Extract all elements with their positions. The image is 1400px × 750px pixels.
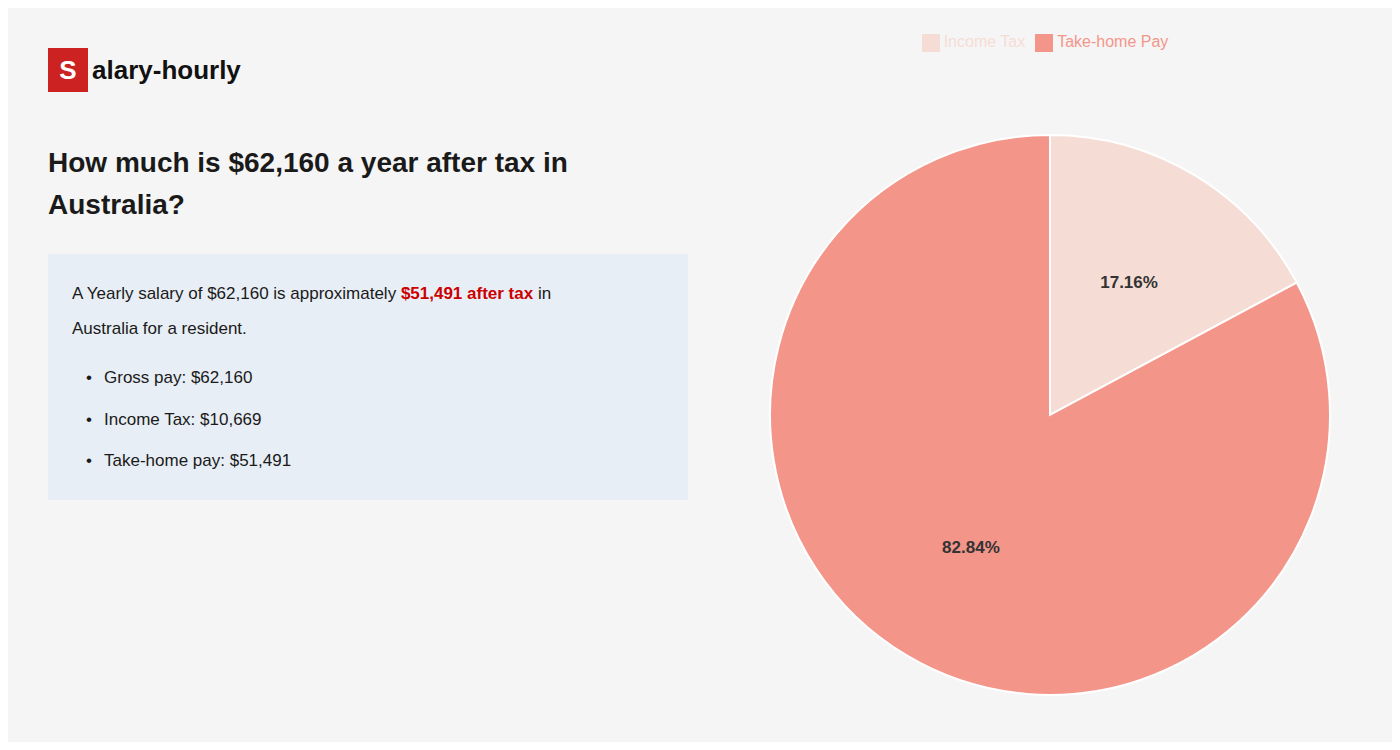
svg-text:82.84%: 82.84% bbox=[942, 538, 1000, 557]
svg-text:17.16%: 17.16% bbox=[1100, 273, 1158, 292]
html-text:Gross pay: $62,160: Gross pay: $62,160 bbox=[104, 368, 253, 388]
html-text:A Yearly salary of $62,160 is: A Yearly salary of $62,160 is approximat… bbox=[72, 284, 552, 303]
html-text:alary-hourly: alary-hourly bbox=[92, 54, 241, 85]
html-text:Take-home pay: $51,491: Take-home pay: $51,491 bbox=[104, 450, 292, 470]
html-text:Take-home Pay: Take-home Pay bbox=[1057, 33, 1169, 50]
html-text:Australia for a resident.: Australia for a resident. bbox=[72, 319, 247, 339]
html-text:Income Tax: Income Tax bbox=[943, 33, 1026, 50]
html-text:How much is $62,160 a year aft: How much is $62,160 a year after tax in … bbox=[48, 147, 568, 220]
html-text:S: S bbox=[59, 54, 77, 85]
html-text:Income Tax: $10,669: Income Tax: $10,669 bbox=[104, 409, 262, 429]
